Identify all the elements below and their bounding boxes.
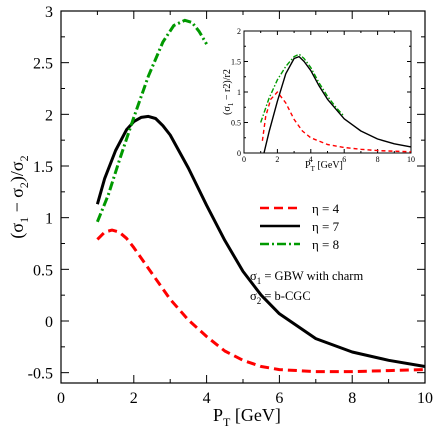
inset-x-axis-label: PT [GeV] [305, 160, 343, 173]
y-tick-label: 0.5 [231, 119, 241, 128]
y-tick-label: 1.5 [231, 58, 241, 67]
series-line-2 [96, 18, 208, 223]
series-line-1 [95, 114, 426, 368]
annotation-sigma2: σ2 = b-CGC [250, 289, 311, 306]
x-tick-label: 10 [407, 155, 415, 164]
x-tick-label: 0 [57, 390, 65, 407]
legend-label-eta4: η = 4 [312, 201, 340, 216]
legend: η = 4 η = 7 η = 8 [260, 201, 340, 252]
x-tick-label: 4 [309, 155, 313, 164]
inset-chart: 0 2 4 6 8 10 0 0.5 1 1.5 2 PT [GeV] (σ1 − r2)/r2 [222, 27, 415, 173]
y-tick-label: 0.5 [33, 262, 53, 279]
x-tick-label: 0 [242, 155, 246, 164]
y-tick-label: 1 [45, 211, 53, 228]
inset-y-axis-label: (σ1 − r2)/r2 [222, 69, 235, 115]
x-tick-label: 8 [376, 155, 380, 164]
series-line-0 [261, 91, 412, 153]
x-tick-label: 8 [348, 390, 356, 407]
main-series [95, 18, 426, 374]
y-tick-label: 2 [237, 27, 241, 36]
main-ticks: 0 2 4 6 8 10-0.500.511.522.53 [28, 4, 433, 407]
y-tick-label: 1 [237, 88, 241, 97]
x-tick-label: 4 [203, 390, 211, 407]
series-line-0 [96, 228, 426, 374]
y-tick-label: 3 [45, 4, 53, 21]
y-tick-label: 0 [237, 149, 241, 158]
y-axis-label: (σ1 − σ2)/σ2 [7, 155, 31, 238]
y-tick-label: 2 [45, 107, 53, 124]
inset-series [260, 53, 412, 154]
inset-ticks: 0 2 4 6 8 10 0 0.5 1 1.5 2 [231, 27, 415, 164]
x-tick-label: 2 [275, 155, 279, 164]
x-tick-label: 6 [342, 155, 346, 164]
y-tick-label: -0.5 [28, 366, 53, 383]
annotation-sigma1: σ1 = GBW with charm [250, 269, 363, 286]
x-tick-label: 10 [417, 390, 433, 407]
y-tick-label: 2.5 [33, 56, 53, 73]
y-tick-label: 1.5 [33, 159, 53, 176]
x-tick-label: 6 [275, 390, 283, 407]
legend-label-eta7: η = 7 [312, 219, 340, 234]
x-tick-label: 2 [130, 390, 138, 407]
series-line-2 [260, 53, 345, 123]
x-axis-label: PT [GeV] [213, 405, 281, 429]
series-line-1 [263, 55, 412, 154]
legend-label-eta8: η = 8 [312, 237, 339, 252]
y-tick-label: 0 [45, 314, 53, 331]
